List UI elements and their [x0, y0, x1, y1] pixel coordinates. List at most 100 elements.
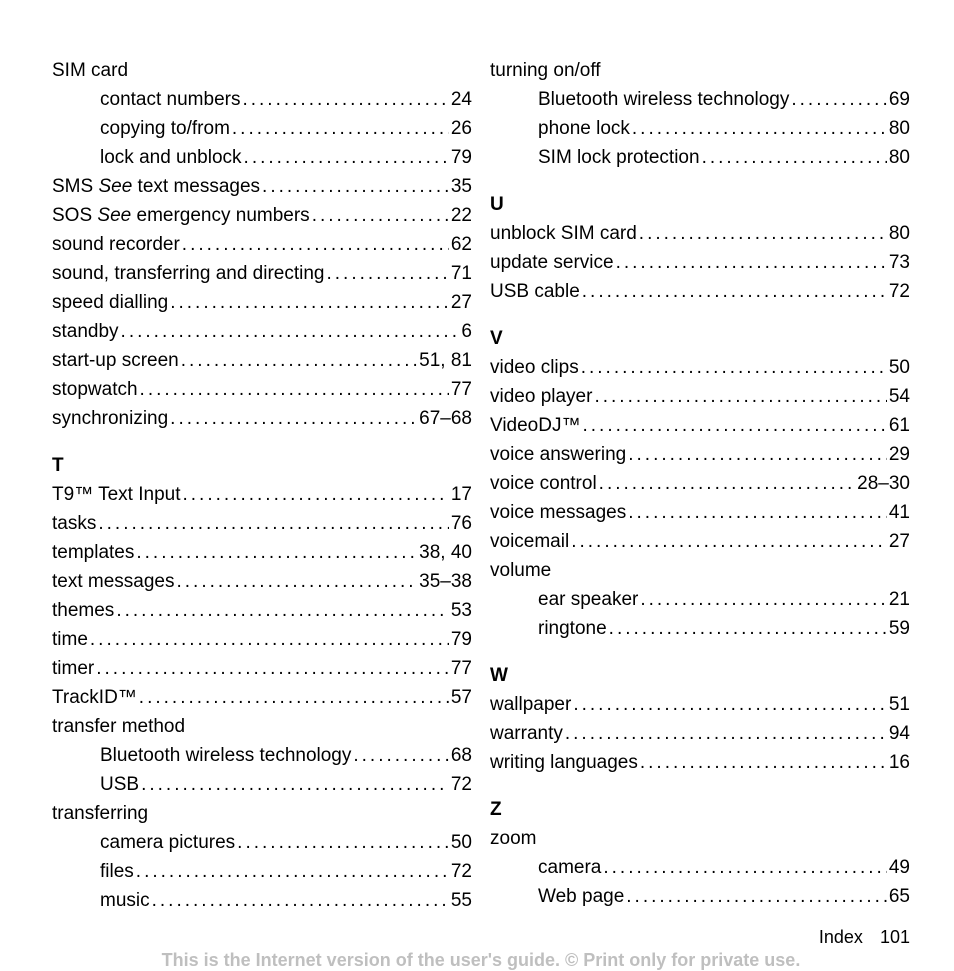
index-entry-page: 65 [889, 882, 910, 911]
index-entry: templates38, 40 [52, 538, 472, 567]
index-entry: zoom [490, 824, 910, 853]
index-entry-label: files [100, 857, 134, 886]
index-entry-label: voice messages [490, 498, 626, 527]
index-entry-page: 6 [461, 317, 472, 346]
section-letter: U [490, 190, 910, 219]
index-entry: volume [490, 556, 910, 585]
section-letter: W [490, 661, 910, 690]
index-entry-label: timer [52, 654, 94, 683]
dot-leader [571, 527, 887, 556]
index-entry: phone lock80 [490, 114, 910, 143]
index-entry: transfer method [52, 712, 472, 741]
index-entry: contact numbers 24 [52, 85, 472, 114]
dot-leader [244, 143, 449, 172]
index-entry: SOS See emergency numbers 22 [52, 201, 472, 230]
index-entry-page: 73 [889, 248, 910, 277]
index-entry: VideoDJ™61 [490, 411, 910, 440]
index-entry-page: 22 [451, 201, 472, 230]
index-entry: Web page 65 [490, 882, 910, 911]
index-entry-label: warranty [490, 719, 563, 748]
dot-leader [262, 172, 449, 201]
dot-leader [640, 585, 887, 614]
index-entry-label: Web page [538, 882, 624, 911]
index-entry: SIM lock protection 80 [490, 143, 910, 172]
index-entry: timer77 [52, 654, 472, 683]
dot-leader [136, 857, 449, 886]
index-entry-page: 68 [451, 741, 472, 770]
index-entry-label: SOS See emergency numbers [52, 201, 310, 230]
index-entry-label: SIM card [52, 56, 128, 85]
dot-leader [136, 538, 417, 567]
index-entry: voicemail27 [490, 527, 910, 556]
dot-leader [582, 411, 886, 440]
dot-leader [573, 690, 887, 719]
index-entry: warranty94 [490, 719, 910, 748]
dot-leader [628, 498, 887, 527]
index-entry-page: 16 [889, 748, 910, 777]
index-entry: ear speaker21 [490, 585, 910, 614]
index-entry-page: 77 [451, 375, 472, 404]
index-entry-page: 61 [889, 411, 910, 440]
dot-leader [139, 683, 449, 712]
index-entry: camera49 [490, 853, 910, 882]
dot-leader [639, 219, 887, 248]
index-entry-label: SMS See text messages [52, 172, 260, 201]
index-entry-label: turning on/off [490, 56, 601, 85]
index-entry-page: 24 [451, 85, 472, 114]
index-entry-label: TrackID™ [52, 683, 137, 712]
index-entry-label: video clips [490, 353, 579, 382]
index-entry-label: copying to/from [100, 114, 230, 143]
section-letter: V [490, 324, 910, 353]
index-entry: voice messages41 [490, 498, 910, 527]
footer-disclaimer: This is the Internet version of the user… [52, 950, 910, 971]
index-entry-page: 27 [451, 288, 472, 317]
index-entry-label: Bluetooth wireless technology [538, 85, 789, 114]
index-entry-label: SIM lock protection [538, 143, 700, 172]
index-entry: stopwatch 77 [52, 375, 472, 404]
index-entry-label: video player [490, 382, 592, 411]
index-entry-page: 35 [451, 172, 472, 201]
index-entry-label: USB cable [490, 277, 580, 306]
index-entry-label: stopwatch [52, 375, 138, 404]
index-entry-label: contact numbers [100, 85, 240, 114]
dot-leader [640, 748, 887, 777]
index-column-left: SIM cardcontact numbers 24 copying to/from… [52, 56, 472, 915]
index-entry-label: camera [538, 853, 601, 882]
index-entry-page: 21 [889, 585, 910, 614]
index-entry: time79 [52, 625, 472, 654]
index-entry-page: 50 [451, 828, 472, 857]
index-entry-page: 26 [451, 114, 472, 143]
dot-leader [626, 882, 887, 911]
index-entry-label: start-up screen [52, 346, 179, 375]
index-entry-page: 55 [451, 886, 472, 915]
index-entry-label: speed dialling [52, 288, 168, 317]
index-entry-page: 59 [889, 614, 910, 643]
index-entry: video clips50 [490, 353, 910, 382]
index-entry-page: 54 [889, 382, 910, 411]
index-entry-label: synchronizing [52, 404, 168, 433]
dot-leader [327, 259, 449, 288]
index-entry-page: 72 [889, 277, 910, 306]
index-entry-page: 35–38 [419, 567, 472, 596]
index-entry-label: Bluetooth wireless technology [100, 741, 351, 770]
dot-leader [170, 288, 449, 317]
index-entry-page: 79 [451, 143, 472, 172]
footer-section-label: Index [819, 927, 863, 947]
index-entry-label: writing languages [490, 748, 638, 777]
index-entry: speed dialling 27 [52, 288, 472, 317]
index-entry: Bluetooth wireless technology69 [490, 85, 910, 114]
index-entry-label: text messages [52, 567, 175, 596]
index-entry-page: 80 [889, 143, 910, 172]
dot-leader [565, 719, 887, 748]
index-entry: themes53 [52, 596, 472, 625]
index-entry: sound recorder62 [52, 230, 472, 259]
index-entry-page: 76 [451, 509, 472, 538]
dot-leader [242, 85, 448, 114]
index-entry-label: update service [490, 248, 614, 277]
index-entry-page: 72 [451, 857, 472, 886]
dot-leader [182, 230, 449, 259]
index-entry-label: T9™ Text Input [52, 480, 181, 509]
index-entry: writing languages 16 [490, 748, 910, 777]
index-entry-page: 79 [451, 625, 472, 654]
index-entry-page: 28–30 [857, 469, 910, 498]
